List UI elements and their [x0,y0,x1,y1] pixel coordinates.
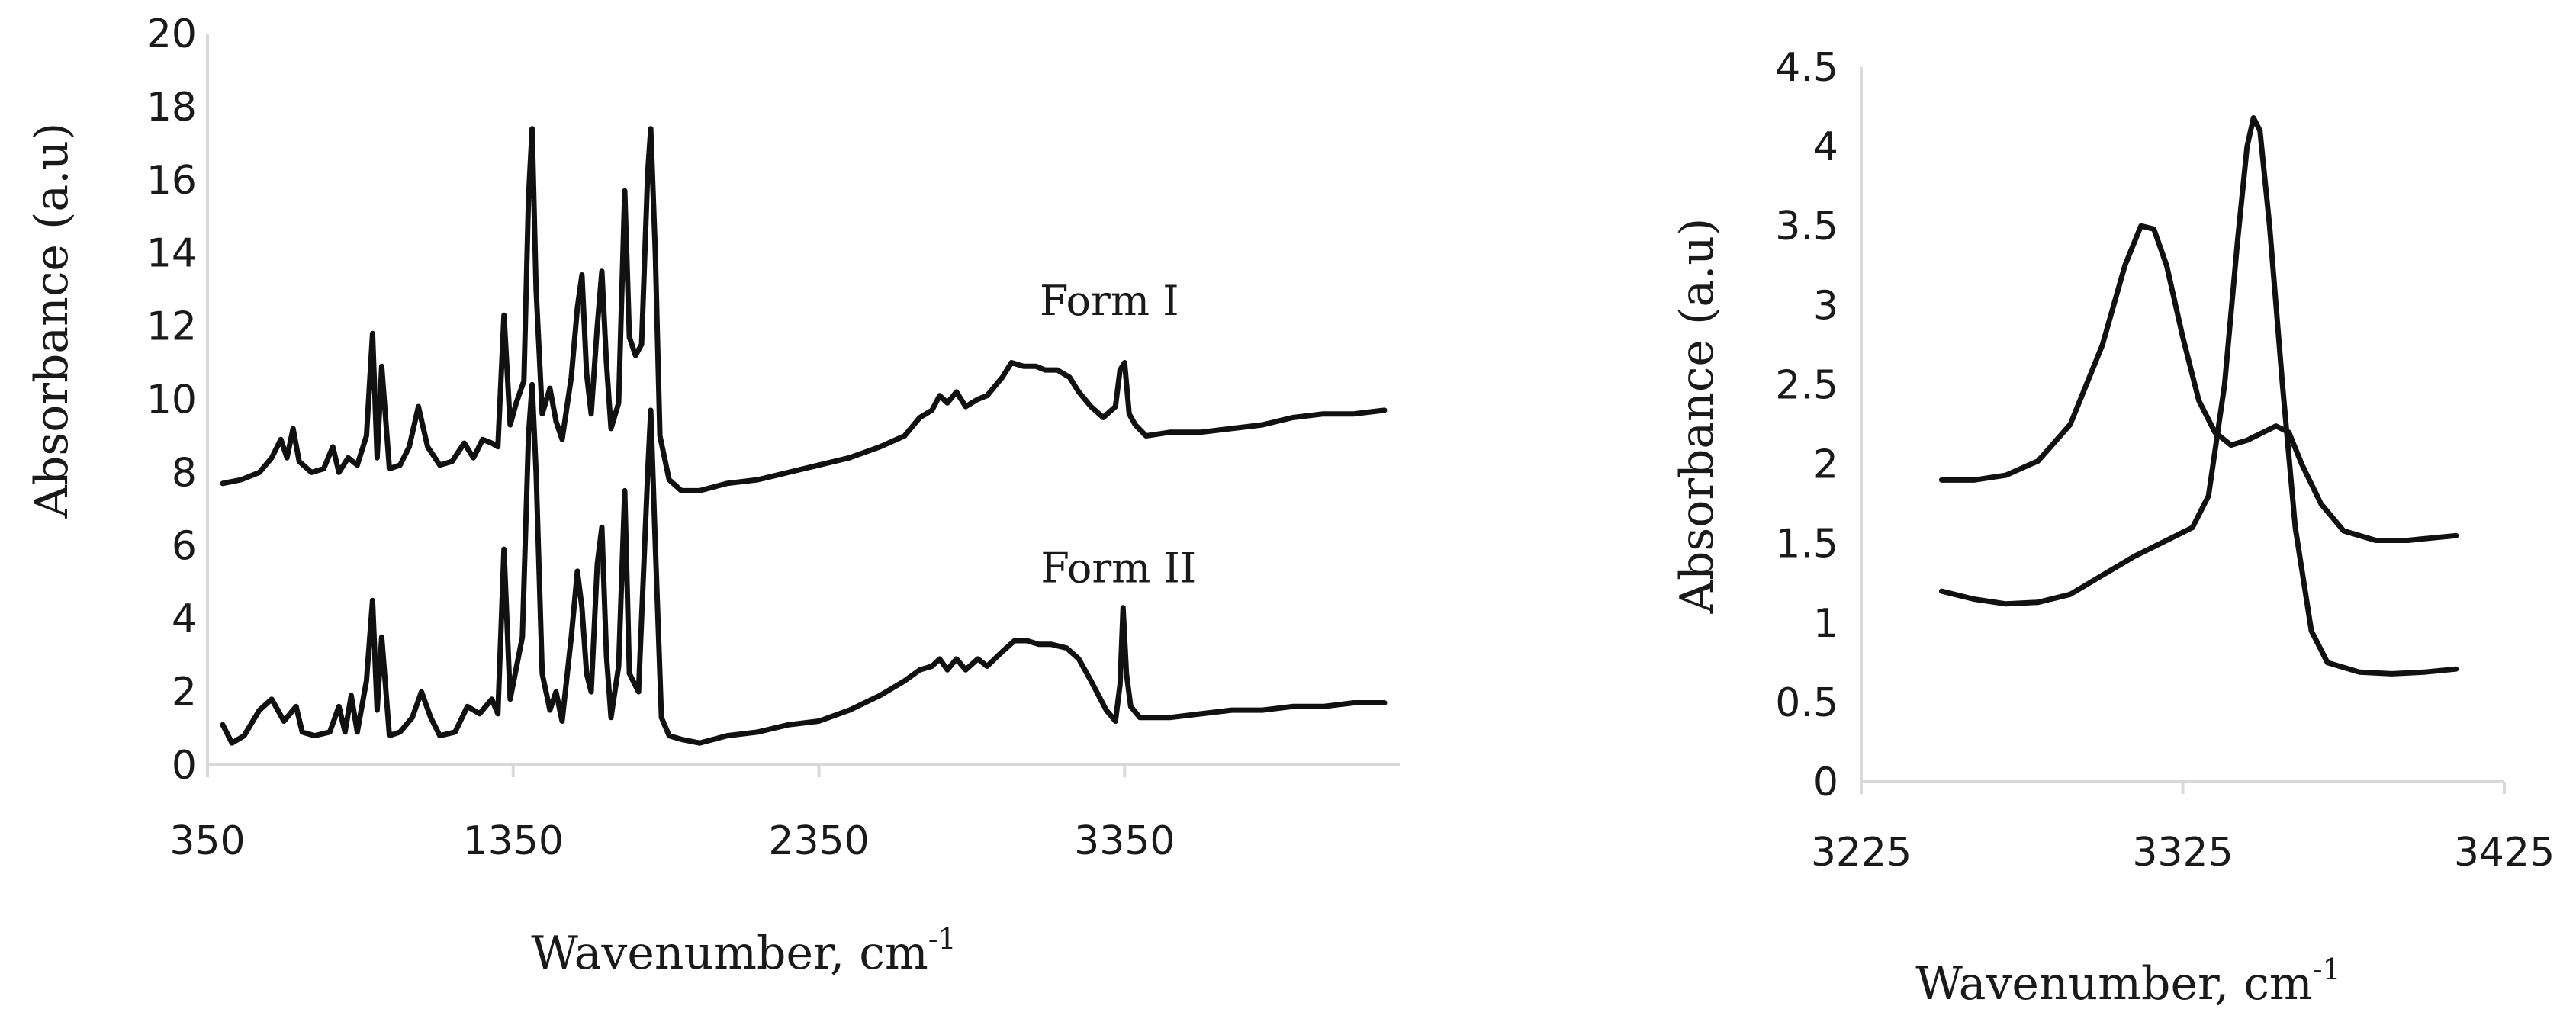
y-tick-label: 3 [1813,283,1838,329]
y-tick-label: 16 [146,158,197,204]
y-tick-label: 4 [172,596,197,642]
y-tick-label: 8 [172,450,197,496]
series-line-2 [1938,115,2459,677]
y-axis-title: Absorbance (a.u) [25,123,79,519]
x-tick-label: 350 [169,818,245,864]
series-line-2 [220,381,1388,746]
y-tick-label: 2 [172,670,197,715]
x-axis-title: Wavenumber, cm-1 [531,922,957,980]
y-tick-label: 0 [1813,760,1838,805]
y-tick-label: 2.5 [1775,362,1838,408]
series-line-1 [1938,223,2459,543]
x-tick-label: 3425 [2454,830,2555,876]
y-tick-label: 1.5 [1775,522,1838,567]
y-axis-title: Absorbance (a.u) [1671,218,1724,615]
series-line-1 [220,126,1388,493]
series-annotation: Form I [1040,277,1179,325]
x-axis-title: Wavenumber, cm-1 [1915,953,2341,1011]
x-tick-label: 1350 [463,818,564,864]
x-tick-label: 3350 [1074,818,1175,864]
y-tick-label: 12 [146,304,197,350]
y-tick-label: 6 [172,523,197,569]
series-annotation: Form II [1040,544,1196,592]
y-tick-label: 3.5 [1775,204,1838,249]
y-tick-label: 0 [172,743,197,789]
y-tick-label: 10 [146,378,197,423]
nh-stretch-zoom-panel: 0 0.5 1 1.5 2 2.5 3 3.5 4 4.5 3225 3325 3425 Wavenumb… [1671,45,2555,1011]
y-tick-label: 20 [146,11,197,57]
x-tick-label: 2350 [768,818,869,864]
x-tick-label: 3325 [2132,830,2233,876]
y-tick-label: 0.5 [1775,680,1838,726]
y-tick-label: 4 [1813,124,1838,170]
full-spectrum-panel: 0 2 4 6 8 10 12 14 16 18 20 350 1350 2350 3350 Wavenumb… [25,11,1400,980]
y-tick-label: 1 [1813,601,1838,647]
y-tick-label: 2 [1813,442,1838,488]
y-tick-label: 14 [146,231,197,277]
x-tick-label: 3225 [1811,830,1912,876]
y-tick-label: 18 [146,85,197,130]
y-tick-label: 4.5 [1775,45,1838,91]
